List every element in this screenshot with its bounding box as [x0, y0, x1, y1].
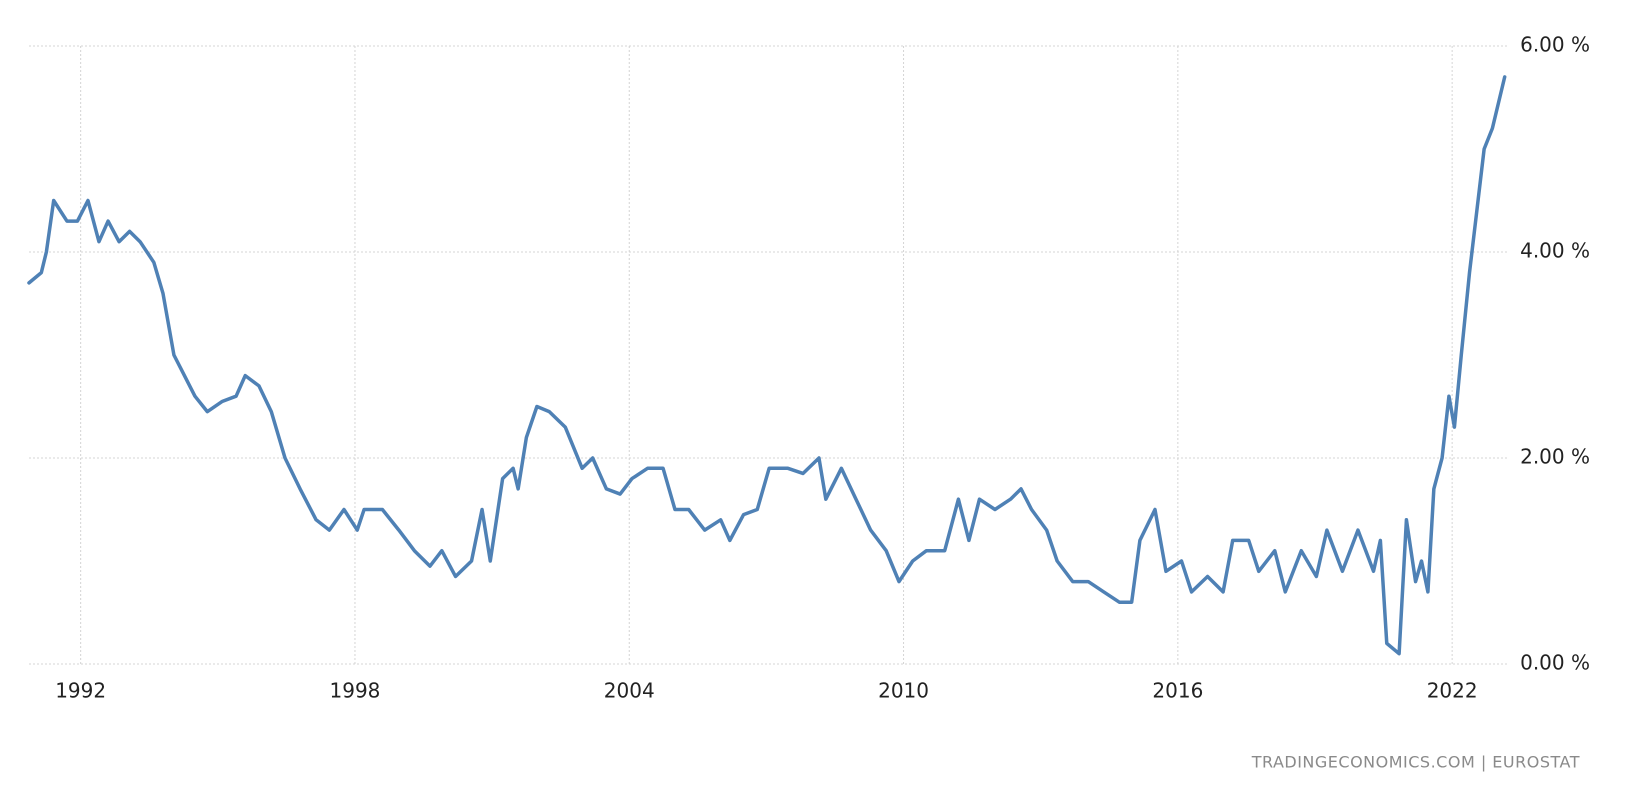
- source: TRADINGECONOMICS.COM | EUROSTAT: [1251, 753, 1580, 772]
- x-tick-label: 2010: [878, 679, 929, 703]
- y-tick-label: 6.00 %: [1520, 33, 1590, 57]
- x-tick-label: 2022: [1427, 679, 1478, 703]
- y-tick-label: 0.00 %: [1520, 651, 1590, 675]
- x-tick-label: 1992: [55, 679, 106, 703]
- x-tick-label: 1998: [330, 679, 381, 703]
- x-tick-label: 2016: [1152, 679, 1203, 703]
- x-tick-label: 2004: [604, 679, 655, 703]
- y-tick-label: 2.00 %: [1520, 445, 1590, 469]
- data-line: [27, 75, 1507, 656]
- y-tick-label: 4.00 %: [1520, 239, 1590, 263]
